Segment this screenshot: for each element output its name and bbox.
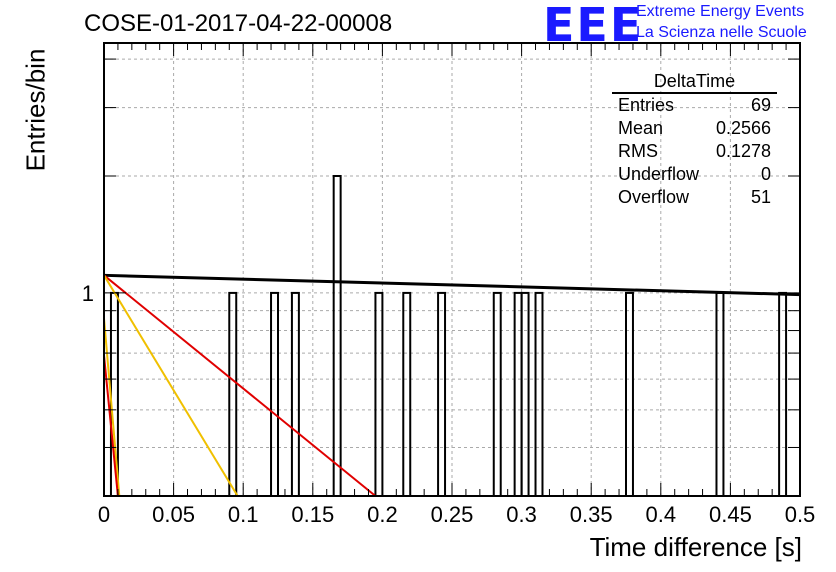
stats-row-underflow: Underflow 0 xyxy=(612,163,777,186)
grid-lines xyxy=(104,43,800,497)
stats-label: Entries xyxy=(618,95,675,115)
eee-logo: EEE xyxy=(543,0,644,52)
stats-value: 0 xyxy=(760,164,771,184)
histogram-bin xyxy=(270,291,280,497)
x-tick-label: 0.35 xyxy=(570,502,613,527)
stats-label: Underflow xyxy=(618,164,700,184)
histogram-bin xyxy=(778,291,788,497)
logo-line-2: La Scienza nelle Scuole xyxy=(636,24,807,41)
histogram-bin xyxy=(228,291,238,497)
stats-title: DeltaTime xyxy=(612,70,777,94)
stats-value: 69 xyxy=(750,95,771,115)
x-tick-label: 0.15 xyxy=(291,502,334,527)
stats-label: Overflow xyxy=(618,187,690,207)
y-tick-label: 1 xyxy=(82,281,94,306)
fit-curve xyxy=(103,273,801,297)
histogram-bin xyxy=(534,291,544,497)
axis-tick-labels: 0 0.05 0.1 0.15 0.2 0.25 0.3 0.35 0.4 0.45 0.5 1 xyxy=(82,281,816,527)
x-tick-label: 0.05 xyxy=(152,502,195,527)
histogram-bin xyxy=(520,291,530,497)
histogram-bin xyxy=(715,291,725,497)
x-axis-label: Time difference [s] xyxy=(589,532,802,562)
x-tick-label: 0.1 xyxy=(228,502,259,527)
x-tick-label: 0.5 xyxy=(785,502,816,527)
histogram-bin xyxy=(402,291,412,497)
histogram-bin xyxy=(290,291,300,497)
histogram-bin xyxy=(492,291,502,497)
logo-line-1: Extreme Energy Events xyxy=(636,3,805,20)
stats-row-overflow: Overflow 51 xyxy=(612,186,777,209)
stats-row-mean: Mean 0.2566 xyxy=(612,117,777,140)
stats-value: 51 xyxy=(750,187,771,207)
stats-row-rms: RMS 0.1278 xyxy=(612,140,777,163)
stats-value: 0.1278 xyxy=(715,141,771,161)
stats-label: RMS xyxy=(618,141,658,161)
fit-curve xyxy=(103,318,121,497)
stats-row-entries: Entries 69 xyxy=(612,94,777,117)
plot-title: COSE-01-2017-04-22-00008 xyxy=(84,10,393,37)
axis-ticks xyxy=(103,43,801,497)
x-tick-label: 0.2 xyxy=(367,502,398,527)
stats-value: 0.2566 xyxy=(715,118,771,138)
x-tick-label: 0.3 xyxy=(506,502,537,527)
fit-curve xyxy=(103,274,377,497)
fit-curves xyxy=(103,273,801,497)
fit-curve xyxy=(103,274,239,497)
x-tick-label: 0.45 xyxy=(709,502,752,527)
histogram-bin xyxy=(437,291,447,497)
histogram-bin xyxy=(374,291,384,497)
stats-box: DeltaTime Entries 69 Mean 0.2566 RMS 0.1… xyxy=(612,70,777,209)
histogram-bars xyxy=(109,174,788,497)
x-tick-label: 0.25 xyxy=(431,502,474,527)
stats-label: Mean xyxy=(618,118,664,138)
histogram-bin xyxy=(625,291,634,497)
histogram-bin xyxy=(513,291,523,497)
x-tick-label: 0 xyxy=(98,502,110,527)
y-axis-label: Entries/bin xyxy=(20,48,51,172)
x-tick-label: 0.4 xyxy=(646,502,677,527)
histogram-bin xyxy=(332,174,342,497)
